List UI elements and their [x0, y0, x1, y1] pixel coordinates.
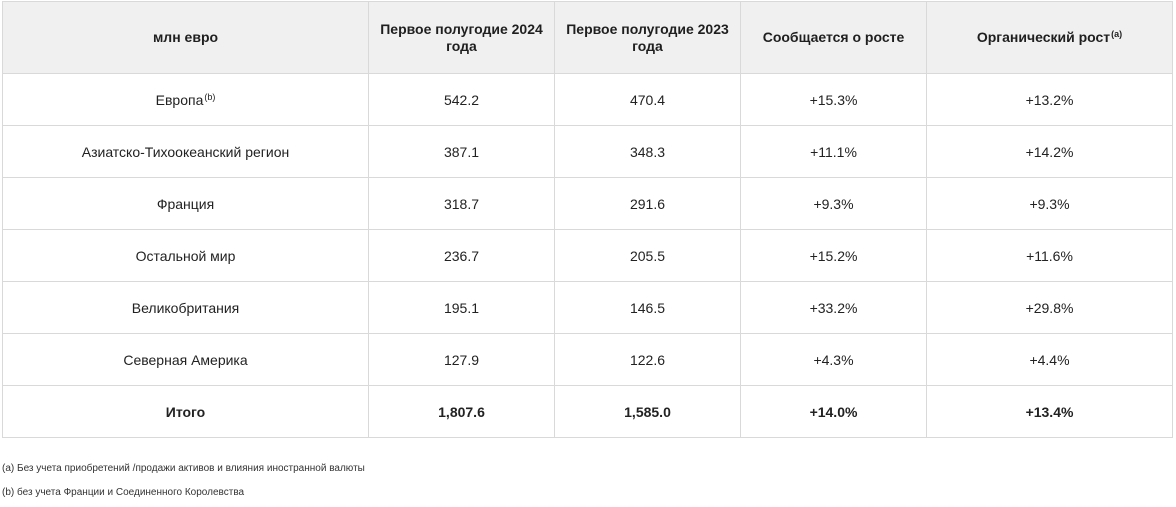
table-row: Северная Америка 127.9 122.6 +4.3% +4.4% [2, 333, 1173, 386]
table-row: Франция 318.7 291.6 +9.3% +9.3% [2, 177, 1173, 230]
footnote-marker-a: (a) [1111, 29, 1123, 39]
table-total-row: Итого 1,807.6 1,585.0 +14.0% +13.4% [2, 385, 1173, 438]
cell-region: Франция [2, 177, 369, 230]
cell-h1-2023: 348.3 [554, 125, 741, 178]
cell-organic: +11.6% [926, 229, 1173, 282]
cell-reported: +15.3% [740, 73, 927, 126]
header-unit: млн евро [2, 1, 369, 74]
cell-h1-2023: 205.5 [554, 229, 741, 282]
cell-h1-2024: 542.2 [368, 73, 555, 126]
cell-total-organic: +13.4% [926, 385, 1173, 438]
cell-h1-2023: 291.6 [554, 177, 741, 230]
cell-reported: +11.1% [740, 125, 927, 178]
cell-h1-2024: 236.7 [368, 229, 555, 282]
cell-reported: +15.2% [740, 229, 927, 282]
cell-total-label: Итого [2, 385, 369, 438]
footnote-a: (a) Без учета приобретений /продажи акти… [2, 463, 365, 474]
header-h1-2023: Первое полугодие 2023 года [554, 1, 741, 74]
cell-region: Азиатско-Тихоокеанский регион [2, 125, 369, 178]
header-h1-2024: Первое полугодие 2024 года [368, 1, 555, 74]
cell-h1-2023: 122.6 [554, 333, 741, 386]
cell-organic: +4.4% [926, 333, 1173, 386]
cell-reported: +4.3% [740, 333, 927, 386]
table-row: Великобритания 195.1 146.5 +33.2% +29.8% [2, 281, 1173, 334]
cell-total-h1-2024: 1,807.6 [368, 385, 555, 438]
cell-total-h1-2023: 1,585.0 [554, 385, 741, 438]
cell-region: Великобритания [2, 281, 369, 334]
footnote-marker-b: (b) [204, 91, 216, 102]
cell-region: Европа(b) [2, 73, 369, 126]
cell-h1-2024: 195.1 [368, 281, 555, 334]
cell-region: Остальной мир [2, 229, 369, 282]
cell-organic: +29.8% [926, 281, 1173, 334]
revenue-by-region-table: млн евро Первое полугодие 2024 года Перв… [2, 1, 1173, 438]
footnotes: (a) Без учета приобретений /продажи акти… [2, 457, 365, 505]
cell-organic: +14.2% [926, 125, 1173, 178]
cell-organic: +9.3% [926, 177, 1173, 230]
revenue-table-container: млн евро Первое полугодие 2024 года Перв… [2, 1, 1173, 438]
table-header-row: млн евро Первое полугодие 2024 года Перв… [2, 1, 1173, 74]
table-row: Азиатско-Тихоокеанский регион 387.1 348.… [2, 125, 1173, 178]
cell-h1-2024: 318.7 [368, 177, 555, 230]
cell-reported: +9.3% [740, 177, 927, 230]
cell-reported: +33.2% [740, 281, 927, 334]
header-organic-growth: Органический рост(a) [926, 1, 1173, 74]
footnote-b: (b) без учета Франции и Соединенного Кор… [2, 487, 245, 498]
cell-region: Северная Америка [2, 333, 369, 386]
table-row: Остальной мир 236.7 205.5 +15.2% +11.6% [2, 229, 1173, 282]
cell-h1-2023: 146.5 [554, 281, 741, 334]
cell-total-reported: +14.0% [740, 385, 927, 438]
cell-h1-2024: 127.9 [368, 333, 555, 386]
table-row: Европа(b) 542.2 470.4 +15.3% +13.2% [2, 73, 1173, 126]
cell-h1-2023: 470.4 [554, 73, 741, 126]
cell-organic: +13.2% [926, 73, 1173, 126]
header-reported-growth: Сообщается о росте [740, 1, 927, 74]
cell-h1-2024: 387.1 [368, 125, 555, 178]
